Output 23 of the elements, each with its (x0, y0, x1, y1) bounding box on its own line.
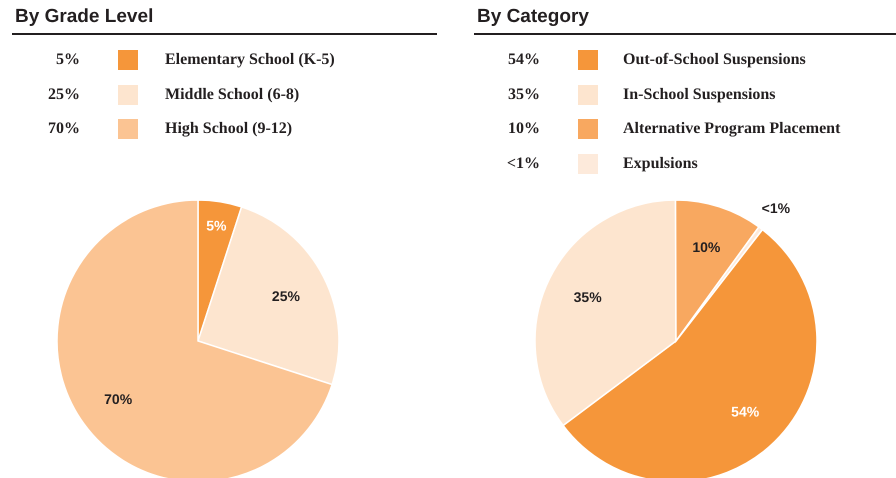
chart-title: By Grade Level (15, 6, 154, 28)
legend-label: Alternative Program Placement (623, 120, 840, 138)
legend-label: In-School Suspensions (623, 86, 776, 104)
text: <1% (506, 154, 540, 172)
data-label: 5% (206, 217, 227, 234)
text: 35% (508, 86, 540, 102)
legend-label: Out-of-School Suspensions (623, 51, 806, 69)
text: 10% (508, 120, 540, 137)
text: 70% (104, 391, 132, 408)
data-label: 35% (574, 288, 602, 305)
data-label: 25% (272, 288, 300, 304)
legend-label: High School (9-12) (165, 120, 292, 138)
text: 5% (56, 51, 80, 68)
data-label: 10% (692, 239, 721, 256)
chart-title: By Category (477, 6, 589, 28)
legend-label: Expulsions (623, 154, 698, 172)
data-label: 54% (731, 403, 760, 420)
legend-label: Middle School (6-8) (165, 86, 300, 104)
data-label: <1% (762, 200, 791, 216)
data-label: 70% (48, 120, 80, 138)
legend-label: Elementary School (K-5) (165, 51, 335, 69)
text: 54% (508, 51, 540, 68)
text: 25% (48, 86, 80, 102)
